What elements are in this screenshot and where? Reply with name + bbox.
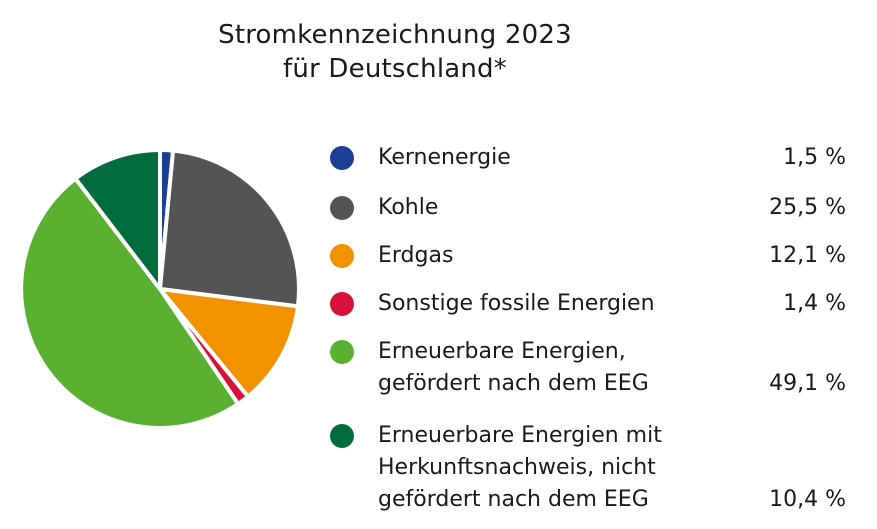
legend-value: 10,4 % <box>769 487 846 512</box>
pie-slice-2 <box>158 287 300 399</box>
pie-slice-5 <box>73 148 162 291</box>
legend-label-line: gefördert nach dem EEG <box>378 487 649 512</box>
legend-label-line: Erneuerbare Energien mit <box>378 423 662 448</box>
legend-value: 12,1 % <box>769 243 846 268</box>
legend-label: Kernenergie <box>378 142 511 174</box>
legend-swatch <box>330 292 354 316</box>
legend-label: Erneuerbare Energien mit Herkunftsnachwei… <box>378 420 662 516</box>
legend-label-line: Herkunftsnachweis, nicht <box>378 455 656 480</box>
chart-title-line-2: für Deutschland* <box>283 54 507 84</box>
legend-label: Sonstige fossile Energien <box>378 288 655 320</box>
pie-slice-4 <box>19 176 241 430</box>
legend-swatch <box>330 340 354 364</box>
chart-title-line-1: Stromkennzeichnung 2023 <box>218 20 572 50</box>
legend-label-line: Kernenergie <box>378 145 511 170</box>
legend-label-line: Erneuerbare Energien, <box>378 339 626 364</box>
chart-title: Stromkennzeichnung 2023 für Deutschland* <box>170 18 620 86</box>
legend-value: 1,4 % <box>783 291 846 316</box>
legend-label: Kohle <box>378 192 438 224</box>
legend-swatch <box>330 196 354 220</box>
legend-label: Erneuerbare Energien, gefördert nach dem … <box>378 336 649 400</box>
legend-label: Erdgas <box>378 240 453 272</box>
legend-label-line: Kohle <box>378 195 439 220</box>
legend-swatch <box>330 424 354 448</box>
legend-value: 49,1 % <box>769 371 846 396</box>
legend-label-line: Erdgas <box>378 243 454 268</box>
legend-value: 25,5 % <box>769 195 846 220</box>
legend-swatch <box>330 244 354 268</box>
legend: Kernenergie 1,5 % Kohle 25,5 % Erdgas 12,1 % S… <box>326 0 866 529</box>
legend-swatch <box>330 146 354 170</box>
pie-slice-1 <box>158 148 301 309</box>
legend-label-line: gefördert nach dem EEG <box>378 371 649 396</box>
legend-label-line: Sonstige fossile Energien <box>378 291 655 316</box>
legend-value: 1,5 % <box>783 145 846 170</box>
